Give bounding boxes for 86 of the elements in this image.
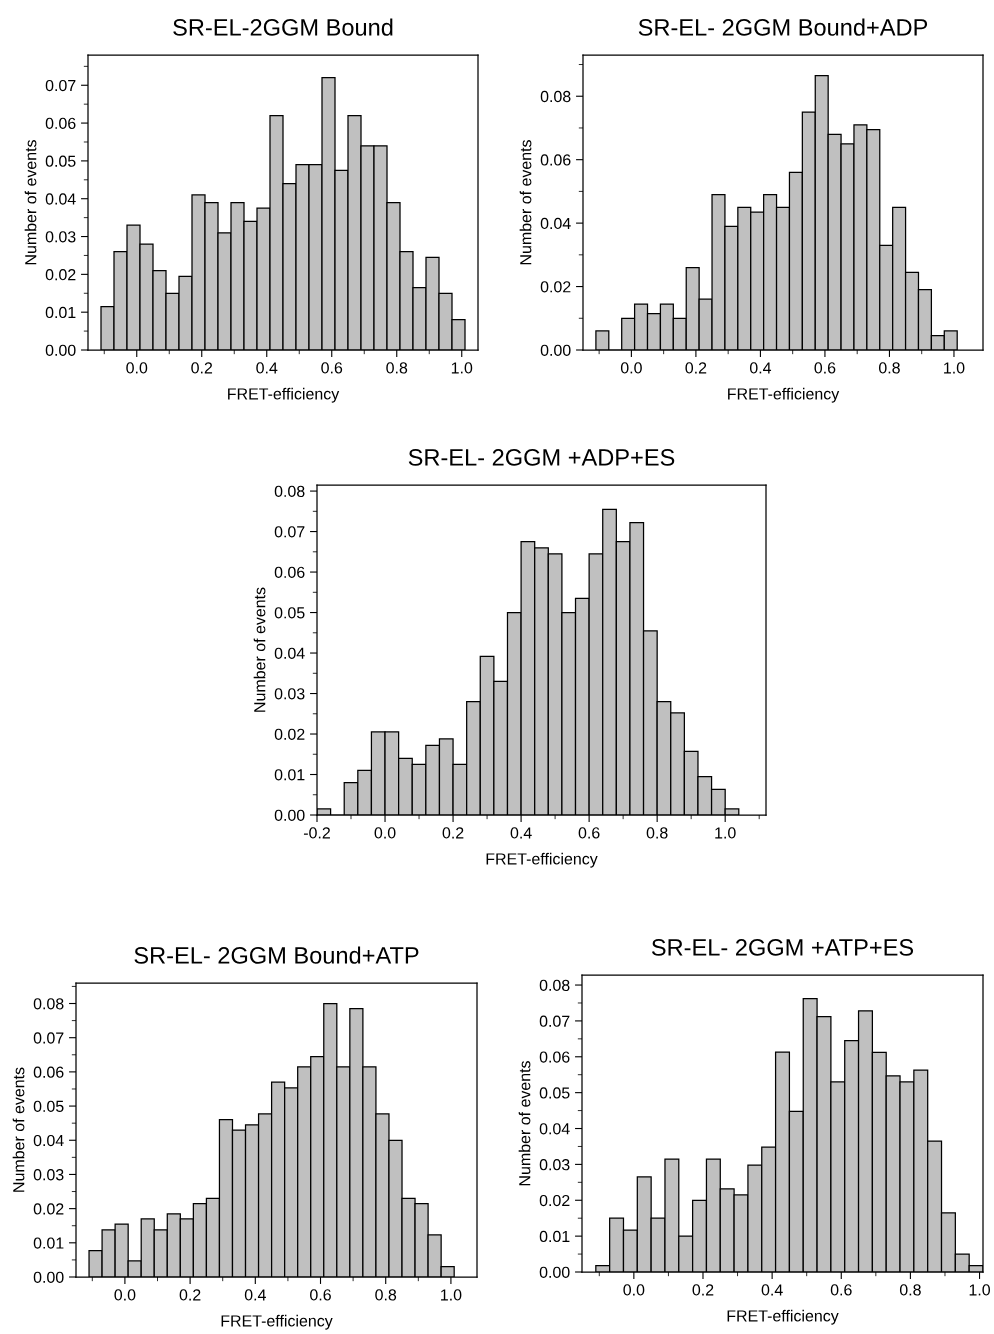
x-tick-label: 0.0 bbox=[620, 362, 642, 374]
x-tick-label: 0.4 bbox=[256, 362, 278, 374]
x-tick-label: 0.0 bbox=[623, 1284, 645, 1296]
chart-title: SR-EL- 2GGM +ATP+ES bbox=[651, 939, 914, 956]
y-tick-label: 0.02 bbox=[539, 1194, 570, 1207]
x-axis-title: FRET-efficiency bbox=[486, 852, 598, 868]
x-tick-label: 1.0 bbox=[969, 1284, 991, 1296]
x-tick-label: 0.4 bbox=[510, 827, 532, 839]
x-tick-label: 1.0 bbox=[944, 362, 965, 374]
x-tick-label: 0.2 bbox=[442, 827, 464, 839]
x-tick-label: -0.2 bbox=[303, 827, 330, 839]
y-tick-label: 0.03 bbox=[33, 1169, 64, 1181]
y-tick-label: 0.00 bbox=[539, 1266, 570, 1278]
y-tick-label: 0.01 bbox=[274, 769, 305, 781]
y-tick-label: 0.03 bbox=[539, 1159, 570, 1171]
y-tick-label: 0.01 bbox=[33, 1237, 64, 1249]
y-tick-label: 0.08 bbox=[540, 90, 571, 103]
y-tick-label: 0.00 bbox=[45, 344, 76, 356]
x-tick-label: 0.2 bbox=[179, 1289, 201, 1301]
y-tick-label: 0.06 bbox=[274, 566, 305, 578]
x-tick-label: 0.8 bbox=[899, 1284, 921, 1296]
y-tick-label: 0.06 bbox=[540, 154, 571, 166]
y-tick-label: 0.05 bbox=[45, 155, 76, 167]
y-tick-label: 0.05 bbox=[274, 607, 305, 619]
x-axis-title: FRET-efficiency bbox=[727, 1309, 839, 1325]
y-tick-label: 0.01 bbox=[539, 1230, 570, 1243]
y-tick-label: 0.02 bbox=[274, 728, 305, 740]
x-tick-label: 0.6 bbox=[578, 827, 600, 839]
y-tick-label: 0.02 bbox=[45, 268, 76, 281]
chart-title: SR-EL- 2GGM Bound+ADP bbox=[638, 18, 928, 36]
y-tick-label: 0.06 bbox=[539, 1051, 570, 1063]
y-tick-label: 0.07 bbox=[45, 79, 76, 92]
chart-title: SR-EL- 2GGM Bound+ATP bbox=[134, 946, 419, 964]
y-tick-label: 0.04 bbox=[274, 647, 305, 659]
x-tick-label: 0.0 bbox=[114, 1289, 136, 1301]
y-tick-label: 0.00 bbox=[540, 344, 571, 356]
y-tick-label: 0.04 bbox=[45, 193, 76, 205]
y-axis-title: Number of events bbox=[12, 1067, 25, 1192]
x-tick-label: 0.2 bbox=[685, 362, 707, 374]
y-tick-label: 0.08 bbox=[539, 979, 570, 991]
y-tick-label: 0.04 bbox=[539, 1123, 570, 1135]
x-axis-title: FRET-efficiency bbox=[228, 387, 340, 403]
x-axis-title: FRET-efficiency bbox=[221, 1314, 333, 1330]
y-tick-label: 0.06 bbox=[45, 117, 76, 130]
y-tick-label: 0.00 bbox=[33, 1271, 64, 1283]
y-tick-label: 0.06 bbox=[33, 1066, 64, 1078]
x-tick-label: 0.4 bbox=[749, 362, 772, 374]
x-tick-label: 0.2 bbox=[692, 1284, 714, 1296]
x-tick-label: 1.0 bbox=[715, 827, 736, 839]
x-tick-label: 0.6 bbox=[830, 1284, 852, 1296]
x-tick-label: 0.8 bbox=[375, 1289, 397, 1301]
x-tick-label: 0.0 bbox=[374, 827, 396, 839]
x-tick-label: 0.4 bbox=[244, 1289, 266, 1301]
y-tick-label: 0.07 bbox=[539, 1015, 570, 1027]
y-axis-title: Number of events bbox=[518, 1061, 531, 1186]
x-tick-label: 1.0 bbox=[451, 362, 473, 374]
y-axis-title: Number of events bbox=[24, 140, 37, 265]
x-axis-title: FRET-efficiency bbox=[728, 387, 840, 403]
y-tick-label: 0.03 bbox=[45, 231, 76, 243]
x-tick-label: 0.0 bbox=[126, 362, 148, 374]
y-tick-label: 0.08 bbox=[33, 998, 64, 1010]
y-tick-label: 0.07 bbox=[274, 526, 305, 538]
chart-title: SR-EL- 2GGM +ADP+ES bbox=[408, 449, 675, 466]
y-tick-label: 0.01 bbox=[45, 306, 76, 319]
y-tick-label: 0.02 bbox=[33, 1203, 64, 1215]
x-tick-label: 0.8 bbox=[386, 362, 408, 374]
x-tick-label: 0.8 bbox=[646, 827, 668, 839]
y-tick-label: 0.05 bbox=[33, 1100, 64, 1113]
x-tick-label: 0.6 bbox=[814, 362, 836, 374]
y-axis-title: Number of events bbox=[519, 140, 532, 265]
chart-title: SR-EL-2GGM Bound bbox=[173, 18, 393, 36]
x-tick-label: 0.2 bbox=[191, 362, 213, 374]
y-tick-label: 0.04 bbox=[540, 217, 571, 230]
y-tick-label: 0.03 bbox=[274, 688, 305, 700]
y-axis-title: Number of events bbox=[253, 587, 266, 712]
y-tick-label: 0.07 bbox=[33, 1032, 64, 1044]
x-tick-label: 0.8 bbox=[878, 362, 900, 374]
y-tick-label: 0.00 bbox=[274, 809, 305, 821]
x-tick-label: 0.6 bbox=[321, 362, 343, 374]
x-tick-label: 1.0 bbox=[441, 1289, 462, 1301]
x-tick-label: 0.6 bbox=[310, 1289, 331, 1301]
y-tick-label: 0.08 bbox=[274, 485, 305, 498]
y-tick-label: 0.04 bbox=[33, 1134, 64, 1147]
y-tick-label: 0.05 bbox=[539, 1087, 570, 1099]
x-tick-label: 0.4 bbox=[761, 1284, 783, 1296]
y-tick-label: 0.02 bbox=[540, 281, 571, 293]
